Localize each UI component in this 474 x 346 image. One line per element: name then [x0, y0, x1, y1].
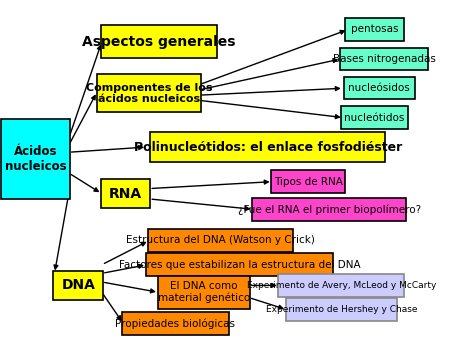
FancyBboxPatch shape: [285, 298, 397, 321]
FancyBboxPatch shape: [157, 276, 250, 309]
FancyBboxPatch shape: [53, 271, 103, 300]
Text: Bases nitrogenadas: Bases nitrogenadas: [332, 54, 436, 64]
Text: pentosas: pentosas: [351, 25, 398, 34]
FancyBboxPatch shape: [279, 274, 404, 297]
Text: Propiedades biológicas: Propiedades biológicas: [115, 318, 236, 329]
FancyBboxPatch shape: [122, 312, 228, 335]
Text: DNA: DNA: [61, 279, 95, 292]
Text: Experimento de Avery, McLeod y McCarty: Experimento de Avery, McLeod y McCarty: [246, 281, 436, 290]
Text: Aspectos generales: Aspectos generales: [82, 35, 236, 48]
FancyBboxPatch shape: [252, 198, 406, 221]
Text: Componentes de los
ácidos nucleicos: Componentes de los ácidos nucleicos: [86, 83, 212, 104]
Text: El DNA como
material genético: El DNA como material genético: [158, 281, 250, 303]
Text: Factores que estabilizan la estructura del DNA: Factores que estabilizan la estructura d…: [118, 260, 360, 270]
Text: Tipos de RNA: Tipos de RNA: [273, 177, 343, 186]
Text: Ácidos
nucleicos: Ácidos nucleicos: [5, 145, 66, 173]
Text: Experimento de Hershey y Chase: Experimento de Hershey y Chase: [265, 305, 417, 314]
FancyBboxPatch shape: [340, 47, 428, 70]
FancyBboxPatch shape: [100, 25, 217, 58]
FancyBboxPatch shape: [341, 106, 408, 129]
FancyBboxPatch shape: [1, 119, 70, 199]
FancyBboxPatch shape: [100, 179, 151, 208]
FancyBboxPatch shape: [146, 253, 333, 276]
FancyBboxPatch shape: [148, 229, 292, 252]
Text: ¿Fue el RNA el primer biopolímero?: ¿Fue el RNA el primer biopolímero?: [238, 204, 421, 215]
Text: Polinucleótidos: el enlace fosfodiéster: Polinucleótidos: el enlace fosfodiéster: [134, 140, 402, 154]
FancyBboxPatch shape: [150, 133, 385, 162]
FancyBboxPatch shape: [271, 171, 345, 193]
FancyBboxPatch shape: [97, 74, 201, 112]
Text: RNA: RNA: [109, 187, 142, 201]
Text: Estructura del DNA (Watson y Crick): Estructura del DNA (Watson y Crick): [126, 236, 315, 245]
Text: nucleósidos: nucleósidos: [348, 83, 410, 93]
FancyBboxPatch shape: [344, 77, 415, 100]
FancyBboxPatch shape: [345, 18, 404, 40]
Text: nucleótidos: nucleótidos: [344, 113, 405, 122]
